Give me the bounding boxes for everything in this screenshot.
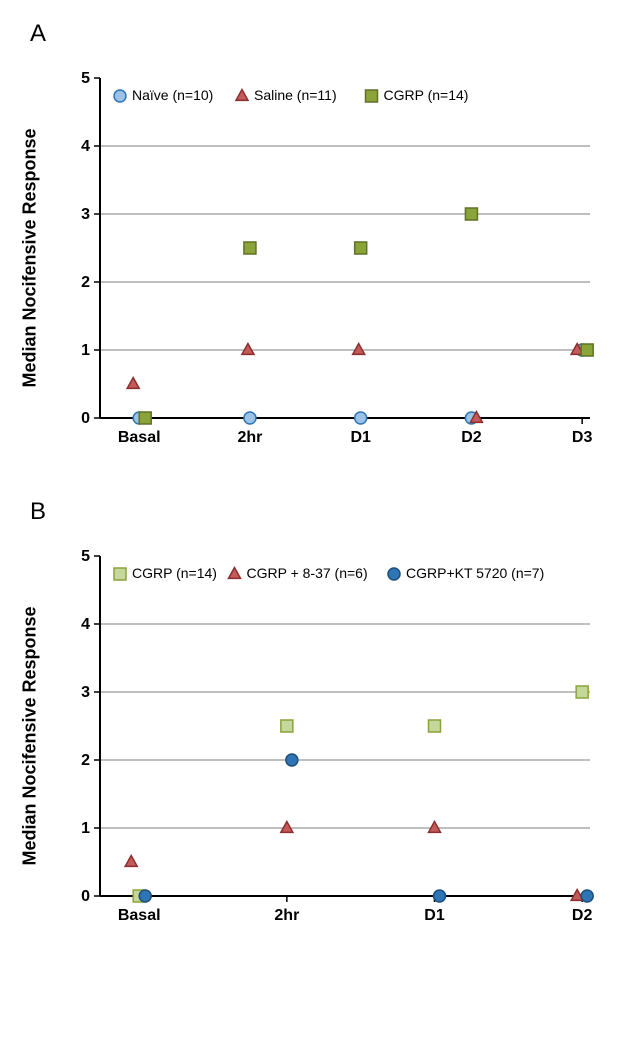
chart-a-wrap: Median Nocifensive Response 012345Basal2… xyxy=(50,58,610,458)
svg-text:Naïve (n=10): Naïve (n=10) xyxy=(132,87,213,103)
svg-text:D1: D1 xyxy=(424,907,445,924)
svg-text:D2: D2 xyxy=(461,429,482,446)
svg-text:2hr: 2hr xyxy=(274,907,299,924)
svg-text:CGRP+KT 5720 (n=7): CGRP+KT 5720 (n=7) xyxy=(406,565,544,581)
svg-text:D2: D2 xyxy=(572,907,593,924)
svg-text:2: 2 xyxy=(81,274,90,291)
svg-text:4: 4 xyxy=(81,616,90,633)
svg-text:D1: D1 xyxy=(350,429,371,446)
svg-text:4: 4 xyxy=(81,138,90,155)
svg-text:CGRP + 8-37 (n=6): CGRP + 8-37 (n=6) xyxy=(247,565,368,581)
svg-text:5: 5 xyxy=(81,548,90,565)
panel-b-label: B xyxy=(30,498,611,526)
svg-text:D3: D3 xyxy=(572,429,593,446)
chart-a: 0 1 2 3 4 5 Basal 2hr D1 D2 D3 Naïve (n=10) Saline (… xyxy=(50,58,610,458)
svg-text:0: 0 xyxy=(81,410,90,427)
panel-a: A Median Nocifensive Response 0 1 2 3 4 5 Basa… xyxy=(20,20,611,458)
svg-text:Saline (n=11): Saline (n=11) xyxy=(254,87,337,103)
svg-text:2hr: 2hr xyxy=(237,429,262,446)
svg-text:2: 2 xyxy=(81,752,90,769)
chart-b-ylabel: Median Nocifensive Response xyxy=(20,606,41,865)
svg-text:CGRP (n=14): CGRP (n=14) xyxy=(132,565,217,581)
panel-b: B Median Nocifensive Response 0 1 2 3 4 5 Basa… xyxy=(20,498,611,936)
svg-text:1: 1 xyxy=(81,342,90,359)
svg-text:CGRP (n=14): CGRP (n=14) xyxy=(384,87,469,103)
svg-text:5: 5 xyxy=(81,70,90,87)
chart-b: 0 1 2 3 4 5 Basal 2hr D1 D2 CGRP (n=14) CGRP + 8-37… xyxy=(50,536,610,936)
chart-a-ylabel: Median Nocifensive Response xyxy=(20,128,41,387)
svg-text:Basal: Basal xyxy=(118,429,161,446)
svg-text:Basal: Basal xyxy=(118,907,161,924)
svg-text:3: 3 xyxy=(81,684,90,701)
svg-text:1: 1 xyxy=(81,820,90,837)
svg-text:3: 3 xyxy=(81,206,90,223)
panel-a-label: A xyxy=(30,20,611,48)
svg-text:0: 0 xyxy=(81,888,90,905)
chart-b-wrap: Median Nocifensive Response 012345Basal2… xyxy=(50,536,610,936)
